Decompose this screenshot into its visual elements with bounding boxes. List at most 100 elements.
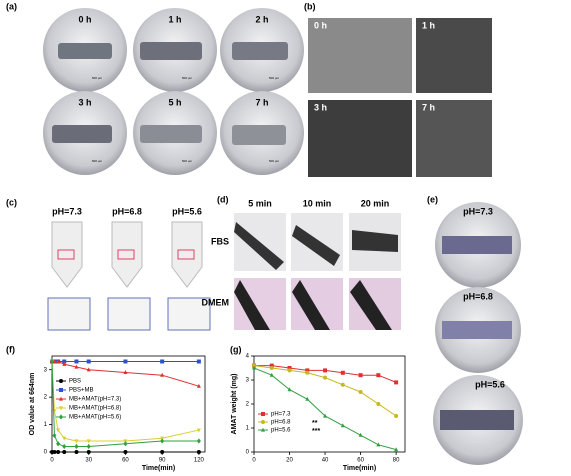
time-label: 3 h [78, 97, 91, 107]
scale-label: 500 μm [92, 76, 103, 80]
data-point [376, 442, 381, 447]
y-tick-label: 3 [44, 367, 48, 373]
data-point [86, 450, 91, 454]
panel-label: (b) [304, 1, 316, 11]
data-point [287, 368, 292, 373]
x-tick-label: 0 [252, 458, 256, 464]
data-point [74, 439, 79, 444]
x-axis-label: Time(min) [343, 465, 376, 472]
data-point [123, 370, 128, 375]
panel-d-images [234, 213, 401, 330]
panel-label: (g) [230, 344, 242, 354]
time-label: 5 min [248, 198, 272, 208]
annotation: *** [312, 428, 320, 435]
medium-label: FBS [211, 236, 229, 246]
data-point [376, 402, 381, 406]
data-point [394, 380, 399, 385]
data-point [394, 414, 399, 418]
condition-label: pH=5.6 [172, 206, 202, 216]
panel-c-images [47, 221, 211, 331]
plot-frame [253, 355, 406, 453]
x-tick-label: 40 [322, 458, 329, 464]
data-point [62, 436, 67, 441]
time-label: 10 min [303, 198, 332, 208]
y-axis-label: OD value at 664nm [29, 373, 36, 436]
x-tick-label: 0 [50, 458, 54, 464]
data-point [52, 450, 57, 454]
data-point [86, 439, 91, 444]
scale-label: 500 μm [269, 159, 280, 163]
data-point [74, 359, 79, 364]
legend-marker [261, 420, 265, 424]
data-point [62, 361, 67, 366]
data-point [196, 428, 201, 433]
time-label: 7 h [255, 97, 268, 107]
data-point [62, 450, 67, 454]
legend-label: PBS [69, 379, 81, 385]
data-point [74, 364, 79, 369]
condition-label: pH=6.8 [112, 206, 142, 216]
legend-label: MB+AMAT(pH=6.8) [69, 406, 121, 412]
x-tick-label: 90 [159, 458, 166, 464]
panel-label: (e) [427, 194, 438, 204]
legend-marker [59, 396, 63, 401]
panel-a-images [43, 8, 304, 175]
plot-frame [51, 355, 206, 453]
data-point [123, 450, 128, 454]
time-label: 20 min [361, 198, 390, 208]
data-point [305, 396, 310, 401]
panel-label: (a) [6, 1, 17, 11]
data-point [196, 450, 201, 454]
legend-marker [59, 406, 63, 411]
time-label: 1 h [168, 14, 181, 24]
data-point [123, 441, 128, 447]
x-tick-label: 60 [122, 458, 129, 464]
time-label: 0 h [314, 20, 327, 30]
series-line [253, 365, 397, 417]
data-point [269, 366, 274, 370]
data-point [74, 450, 79, 454]
legend-label: MB+AMAT(pH=7.3) [69, 397, 121, 403]
scale-label: 500 μm [182, 76, 193, 80]
data-point [287, 387, 292, 392]
panel-label: (f) [6, 344, 15, 354]
scale-label: 500 μm [92, 159, 103, 163]
data-point [62, 359, 67, 364]
annotation: ** [312, 420, 318, 427]
x-tick-label: 120 [194, 458, 205, 464]
legend-label: PBS+MB [69, 388, 94, 394]
data-point [62, 443, 67, 450]
scale-label: 500 μm [269, 76, 280, 80]
data-point [86, 359, 91, 364]
data-point [86, 367, 91, 372]
time-label: 2 h [255, 14, 268, 24]
data-point [340, 382, 345, 387]
legend-label: MB+AMAT(pH=5.6) [69, 415, 121, 421]
data-point [160, 438, 165, 444]
panel-label: (d) [217, 194, 229, 204]
data-point [323, 368, 328, 373]
condition-label: pH=7.3 [52, 206, 82, 216]
data-point [56, 359, 61, 364]
panel-b-images [308, 18, 492, 177]
data-point [86, 443, 91, 450]
legend-marker [59, 379, 63, 383]
y-tick-label: 0 [44, 450, 48, 456]
series-line [51, 361, 199, 448]
data-point [358, 373, 363, 378]
condition-label: pH=5.6 [475, 379, 505, 389]
legend-marker [59, 388, 63, 392]
condition-label: pH=7.3 [463, 206, 493, 216]
data-point [323, 413, 328, 418]
data-point [196, 383, 201, 388]
data-point [196, 438, 201, 444]
data-point [394, 447, 399, 452]
data-point [196, 359, 201, 364]
medium-label: DMEM [202, 297, 230, 307]
y-axis-label: AMAT weight (mg) [231, 374, 238, 435]
data-point [252, 365, 256, 370]
data-point [160, 450, 165, 454]
data-point [323, 375, 328, 380]
